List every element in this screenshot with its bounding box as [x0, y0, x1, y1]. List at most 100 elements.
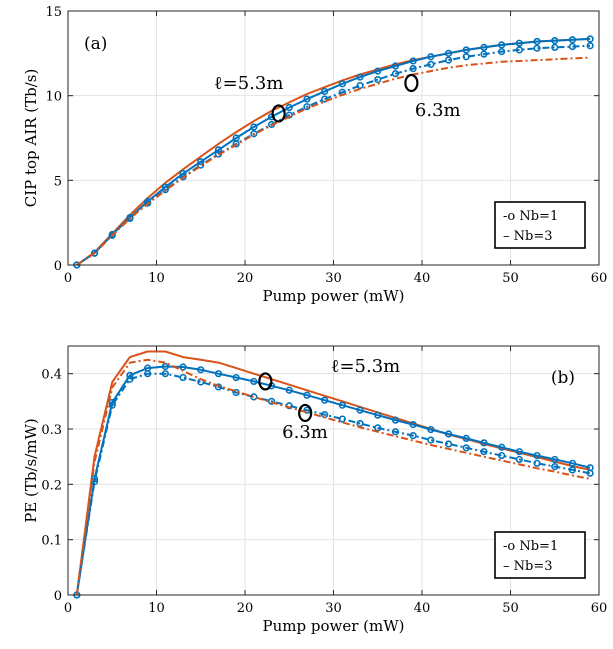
data-point — [338, 401, 346, 409]
data-point — [338, 415, 346, 423]
x-tick-label: 50 — [502, 271, 519, 286]
data-point — [250, 130, 258, 138]
x-tick-label: 60 — [591, 601, 608, 616]
data-point — [427, 436, 435, 444]
data-point — [586, 42, 594, 50]
annotation-label: 6.3m — [282, 422, 328, 443]
data-point — [498, 443, 506, 451]
x-tick-label: 0 — [64, 601, 72, 616]
data-point — [126, 371, 134, 379]
data-point — [250, 377, 258, 386]
data-point — [161, 186, 169, 194]
data-point — [533, 44, 541, 52]
y-axis-label: CIP top AIR (Tb/s) — [22, 69, 40, 208]
data-point — [515, 39, 523, 47]
data-point — [409, 432, 417, 440]
x-tick-label: 0 — [64, 271, 72, 286]
data-point — [179, 373, 187, 382]
y-tick-label: 10 — [45, 90, 62, 105]
data-point — [90, 249, 99, 257]
data-point — [515, 448, 523, 456]
data-point — [409, 64, 417, 73]
annotation-circle — [404, 73, 419, 93]
y-tick-label: 5 — [54, 174, 62, 189]
x-tick-label: 40 — [414, 271, 431, 286]
data-point — [586, 469, 594, 477]
data-point — [267, 397, 276, 405]
x-tick-label: 30 — [325, 601, 342, 616]
y-tick-label: 0 — [54, 259, 62, 274]
data-point — [480, 448, 488, 456]
data-point — [515, 455, 523, 464]
data-point — [232, 373, 240, 382]
data-point — [533, 37, 541, 46]
chart-panel-2: 0 10 20 30 40 50 60 0 0.1 0.2 0.3 0.4 Pump power (mW… — [22, 345, 608, 635]
data-point — [374, 411, 382, 419]
data-point — [427, 53, 435, 61]
data-point — [444, 440, 453, 448]
data-point — [568, 466, 577, 474]
data-point — [197, 158, 205, 166]
legend: -o Nb=1 – Nb=3 — [494, 531, 586, 579]
legend-box — [494, 531, 586, 579]
x-tick-label: 20 — [237, 271, 254, 286]
data-point — [568, 459, 577, 467]
legend: -o Nb=1 – Nb=3 — [494, 201, 586, 249]
legend-box — [494, 201, 586, 249]
data-point — [303, 103, 311, 111]
data-point — [391, 428, 400, 436]
x-tick-label: 10 — [148, 271, 165, 286]
data-point — [250, 123, 258, 131]
y-tick-label: 0.2 — [41, 478, 62, 493]
data-point — [285, 111, 293, 119]
data-point — [285, 386, 293, 394]
data-point — [498, 41, 506, 49]
panel-label: (b) — [551, 368, 575, 388]
data-point — [214, 383, 223, 391]
panel-label: (a) — [84, 34, 107, 54]
data-point — [444, 49, 453, 57]
series-line — [75, 358, 591, 596]
legend-entry: -o Nb=1 — [503, 539, 558, 554]
data-point — [285, 103, 293, 112]
data-point — [356, 73, 364, 81]
data-point — [444, 56, 453, 64]
annotation-circle — [258, 372, 273, 391]
series-line — [76, 56, 591, 266]
x-tick-label: 30 — [325, 271, 342, 286]
series-5.3m-nb1 — [73, 362, 594, 599]
data-point — [409, 420, 417, 429]
data-point — [533, 451, 541, 460]
annotation-circle — [271, 104, 286, 123]
data-point — [551, 43, 559, 52]
data-point — [427, 60, 435, 68]
data-point — [161, 370, 169, 378]
data-point — [303, 95, 311, 103]
data-point — [480, 50, 488, 58]
data-point — [214, 370, 223, 378]
y-tick-label: 15 — [45, 5, 62, 20]
y-axis-label: PE (Tb/s/mW) — [22, 418, 40, 523]
x-tick-label: 10 — [148, 601, 165, 616]
data-point — [90, 477, 99, 486]
data-point — [391, 70, 400, 78]
data-point — [391, 416, 400, 424]
data-point — [321, 87, 329, 96]
x-axis-label: Pump power (mW) — [263, 617, 405, 635]
x-tick-label: 40 — [414, 601, 431, 616]
series-6.3m-nb3 — [76, 56, 591, 266]
series-6.3m-nb1 — [73, 42, 594, 269]
data-point — [498, 451, 506, 460]
data-point — [515, 46, 523, 54]
x-tick-label: 60 — [591, 271, 608, 286]
data-point — [90, 475, 99, 483]
x-tick-label: 50 — [502, 601, 519, 616]
data-point — [533, 459, 541, 467]
y-tick-label: 0.1 — [41, 534, 62, 549]
data-point — [126, 375, 134, 383]
y-tick-label: 0.4 — [41, 368, 62, 383]
data-point — [144, 199, 152, 207]
data-point — [551, 463, 559, 471]
data-point — [444, 430, 453, 438]
